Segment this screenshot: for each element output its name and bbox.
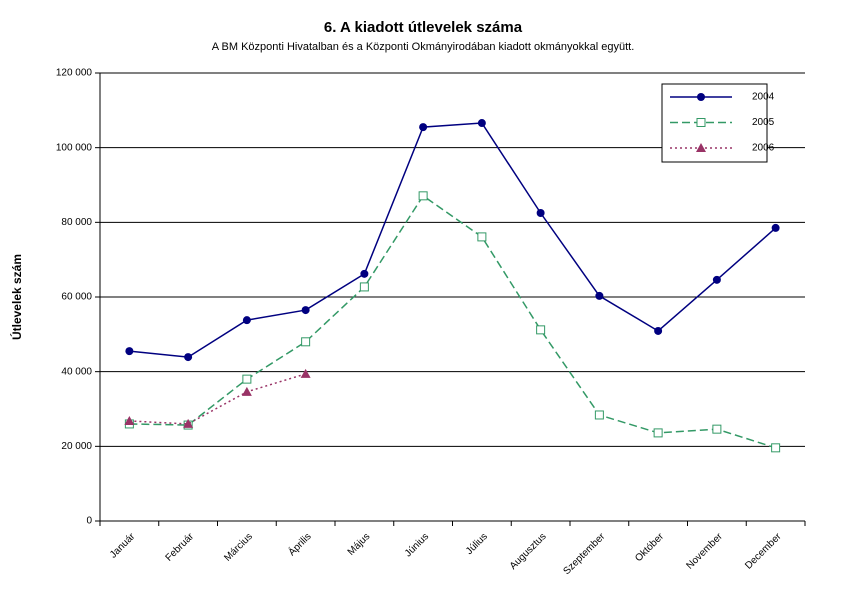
marker — [771, 443, 781, 453]
x-tick-label: Szeptember — [561, 531, 607, 577]
legend-label: 2004 — [752, 92, 775, 103]
legend-marker — [696, 118, 706, 127]
series-line — [129, 373, 306, 425]
x-tick-label: Február — [164, 531, 197, 564]
marker — [771, 223, 780, 232]
y-tick-label: 60 000 — [61, 292, 92, 303]
marker — [241, 386, 252, 396]
marker — [653, 428, 663, 438]
marker — [594, 410, 604, 420]
x-tick-label: Január — [108, 531, 138, 561]
marker — [477, 232, 487, 242]
marker — [696, 118, 706, 127]
x-tick-label: November — [684, 531, 725, 572]
marker — [697, 93, 705, 101]
y-tick-label: 20 000 — [61, 441, 92, 452]
x-tick-label: Június — [403, 531, 431, 559]
marker — [183, 418, 194, 428]
x-tick-label: Május — [346, 531, 373, 558]
marker — [654, 326, 663, 335]
marker — [242, 316, 251, 325]
x-tick-label: December — [743, 531, 784, 572]
y-tick-label: 0 — [86, 516, 92, 527]
legend-label: 2006 — [752, 143, 775, 154]
marker — [712, 275, 721, 284]
chart-title: 6. A kiadott útlevelek száma — [324, 19, 523, 36]
y-tick-label: 80 000 — [61, 217, 92, 228]
y-axis-label: Útlevelek szám — [9, 254, 24, 340]
y-tick-label: 120 000 — [56, 68, 93, 79]
marker — [125, 347, 134, 356]
marker — [184, 353, 193, 362]
legend-marker — [697, 93, 705, 101]
chart-subtitle: A BM Központi Hivatalban és a Központi O… — [212, 41, 635, 53]
marker — [712, 424, 722, 434]
marker — [242, 374, 252, 384]
legend-marker — [696, 143, 706, 152]
x-tick-label: Augusztus — [508, 531, 549, 572]
marker — [536, 209, 545, 217]
y-tick-label: 40 000 — [61, 366, 92, 377]
marker — [595, 291, 604, 300]
marker — [301, 306, 310, 315]
marker — [301, 337, 311, 347]
series-line — [129, 122, 777, 358]
marker — [360, 269, 369, 278]
series-line — [129, 194, 776, 449]
marker — [359, 282, 369, 292]
x-tick-label: Július — [464, 531, 490, 557]
x-tick-label: Április — [285, 530, 313, 558]
marker — [696, 143, 706, 152]
legend-label: 2005 — [752, 117, 775, 128]
x-tick-label: Október — [633, 531, 666, 564]
marker — [124, 415, 135, 425]
marker — [300, 368, 311, 378]
y-tick-label: 100 000 — [56, 142, 93, 153]
marker — [536, 325, 546, 335]
x-tick-label: Március — [222, 531, 255, 564]
marker — [477, 119, 486, 128]
marker — [418, 191, 428, 201]
marker — [419, 123, 428, 132]
